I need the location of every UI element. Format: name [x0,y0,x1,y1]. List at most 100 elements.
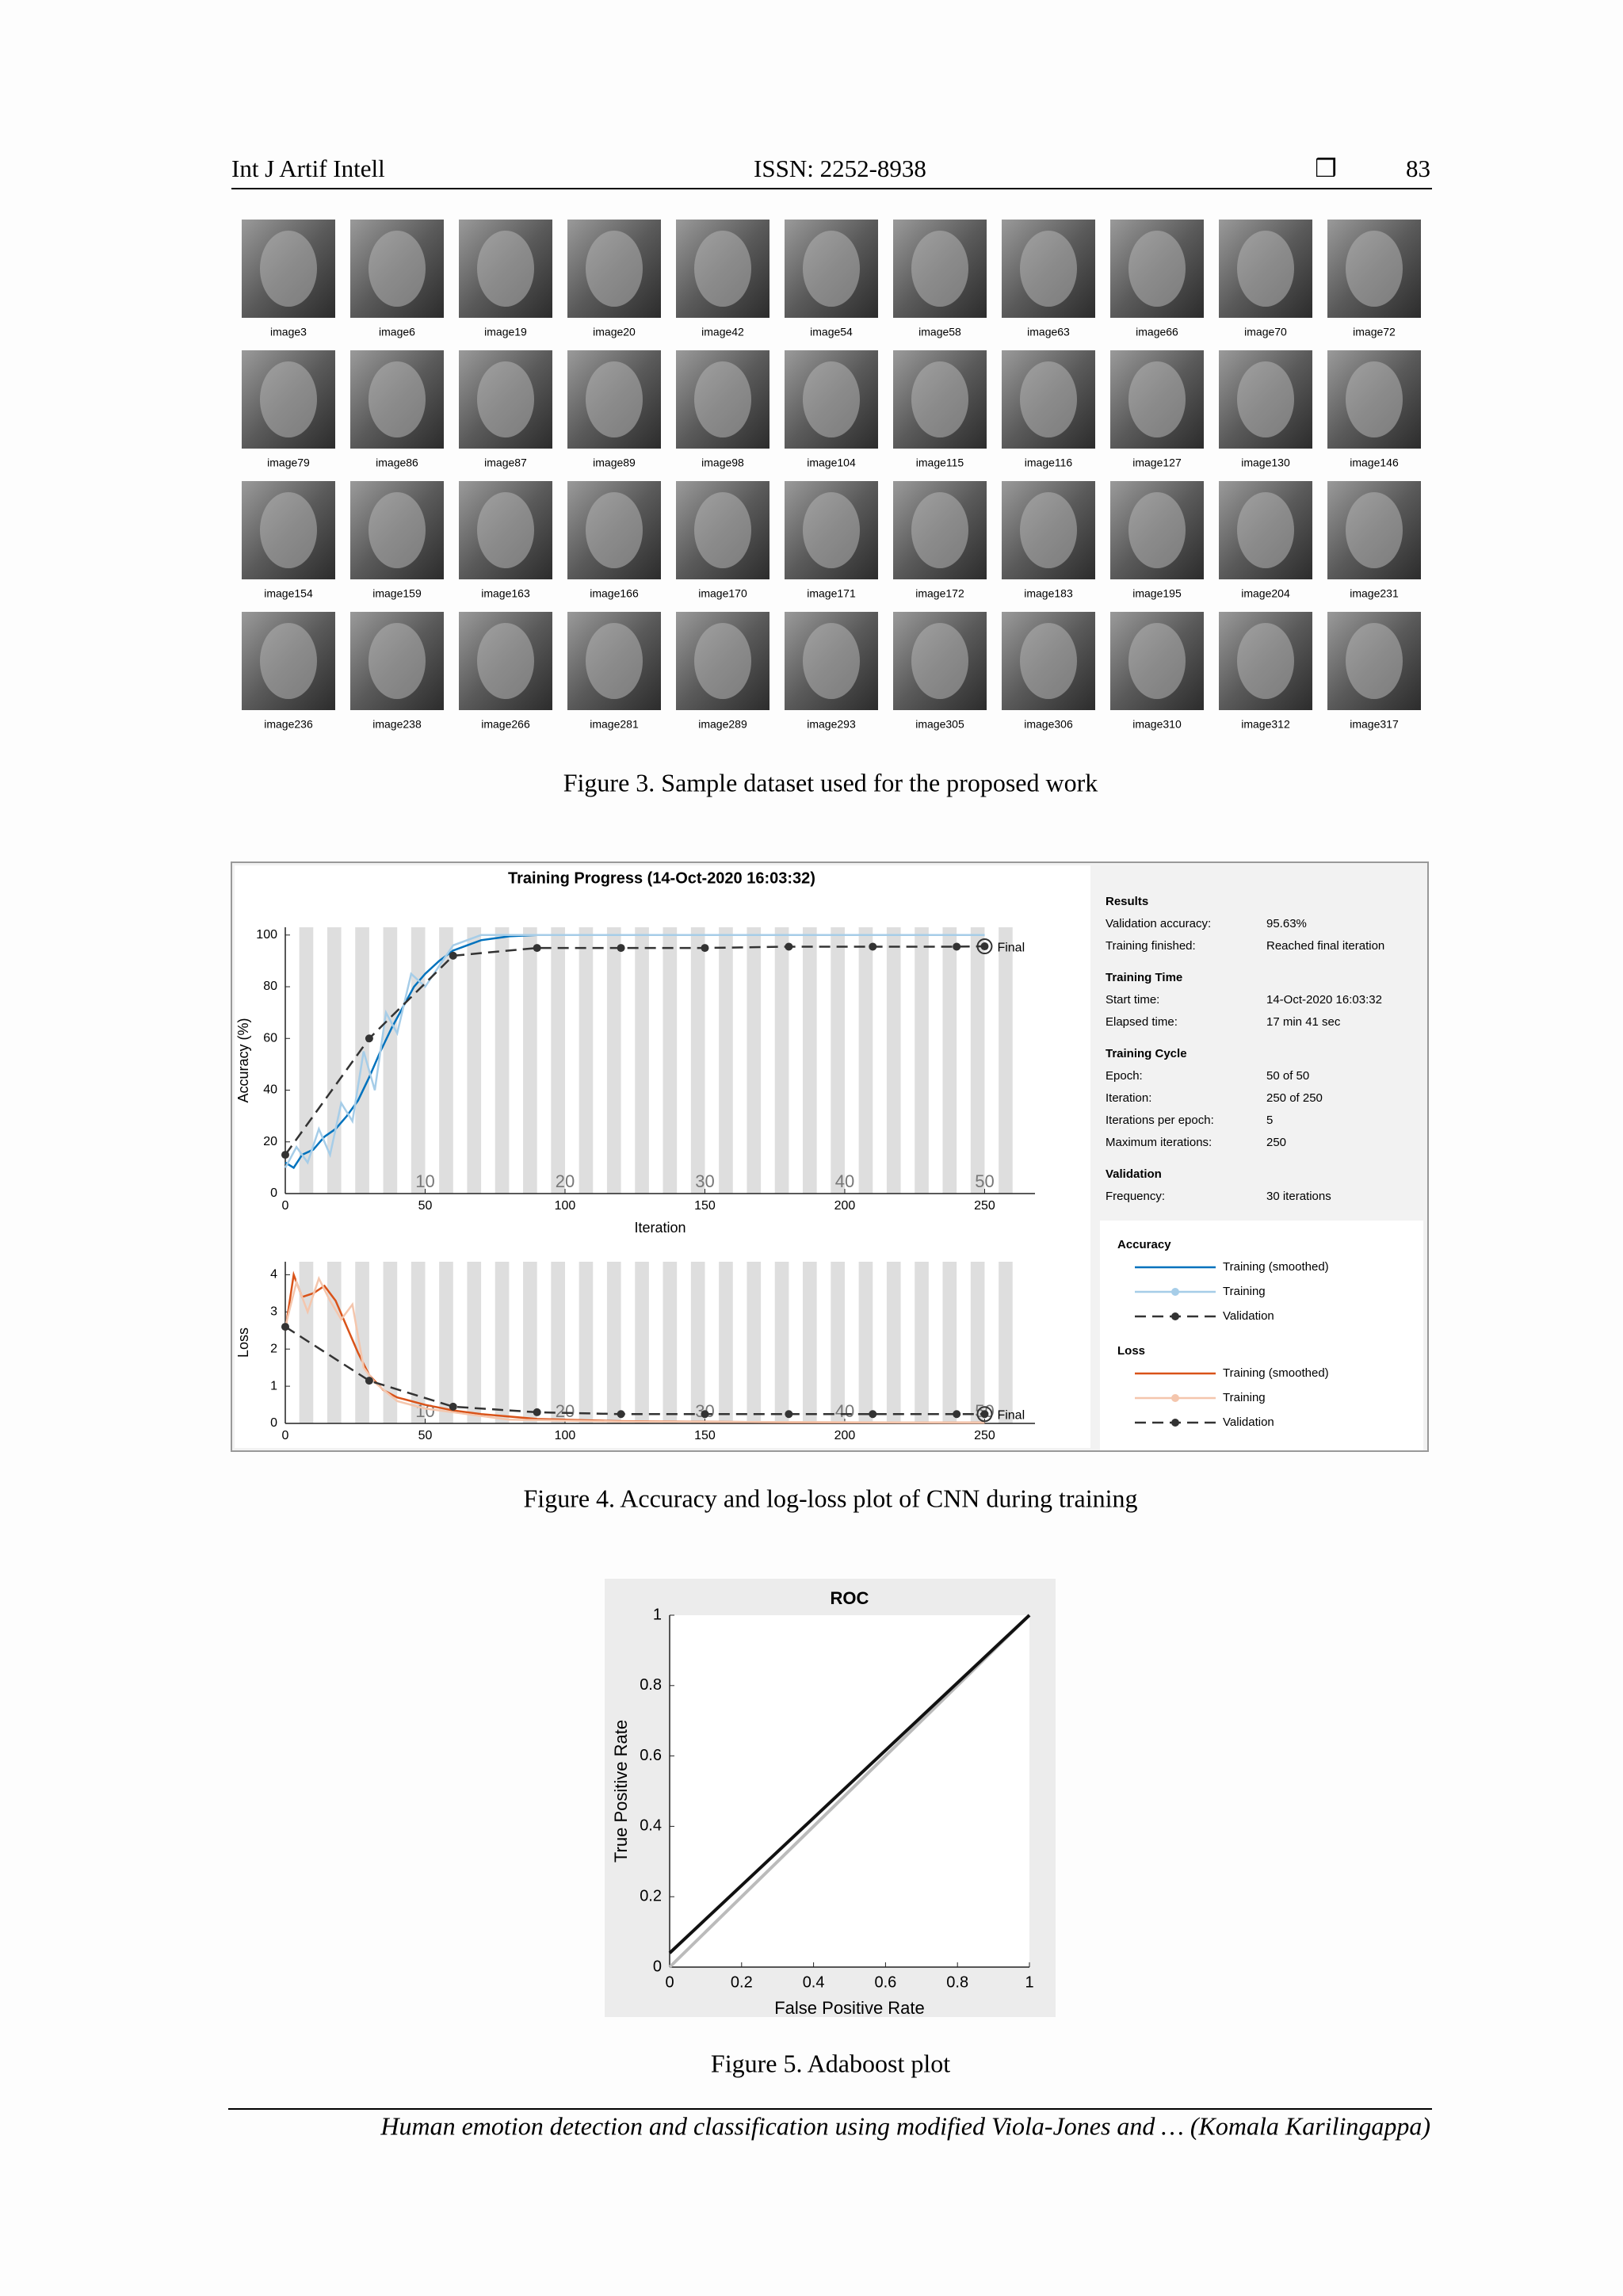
face-shape [1128,231,1186,307]
face-shape [694,361,751,437]
data-point [617,944,625,953]
legend-heading: Accuracy [1117,1238,1171,1251]
image-label: image204 [1241,587,1290,600]
image-label: image20 [593,326,636,338]
x-tick-label: 50 [418,1199,433,1213]
face-shape [1237,492,1294,568]
panel-value: 5 [1266,1114,1273,1127]
epoch-band [858,927,873,1194]
epoch-band [495,927,510,1194]
y-axis-label: True Positive Rate [611,1720,631,1862]
panel-label: Iterations per epoch: [1106,1114,1214,1127]
panel-heading: Training Cycle [1106,1047,1187,1060]
legend-label: Validation [1223,1309,1274,1323]
epoch-band [551,1262,565,1423]
image-label: image6 [379,326,415,338]
x-axis-label: Iteration [634,1220,685,1236]
image-label: image195 [1132,587,1182,600]
x-tick-label: 0.4 [803,1973,825,1991]
image-label: image87 [484,457,527,469]
face-shape [586,492,643,568]
y-tick-label: 2 [270,1342,277,1355]
figure-4: 10 20 30 40 500 50 100 150 200 250020406080100Ite… [235,927,1035,1442]
y-tick-label: 1 [270,1379,277,1392]
image-label: image312 [1241,718,1290,731]
y-tick-label: 0 [270,1416,277,1430]
face-shape [1237,231,1294,307]
face-shape [911,623,968,699]
face-shape [586,361,643,437]
epoch-band [299,1262,314,1423]
image-label: image163 [481,587,530,600]
panel-heading: Training Time [1106,971,1182,984]
epoch-band [355,1262,369,1423]
image-label: image115 [916,457,964,469]
symbol: ❒ [1315,155,1337,182]
epoch-band [606,1262,621,1423]
face-shape [911,231,968,307]
x-tick-label: 150 [694,1199,716,1213]
legend-marker [1171,1394,1179,1402]
face-shape [369,623,426,699]
epoch-band [858,1262,873,1423]
face-shape [260,231,317,307]
x-axis-label: False Positive Rate [774,1998,925,2018]
epoch-band [690,927,705,1194]
data-point [533,1408,541,1416]
data-point [869,942,877,951]
face-shape [477,623,534,699]
face-shape [1237,361,1294,437]
data-point [449,1402,457,1411]
face-shape [1128,361,1186,437]
data-point [980,1410,989,1419]
image-label: image79 [267,457,310,469]
panel-value: 30 iterations [1266,1190,1331,1203]
face-shape [1128,623,1186,699]
y-tick-label: 0.8 [640,1676,662,1694]
image-label: image172 [915,587,964,600]
final-marker [976,938,993,955]
chart-title: Training Progress (14-Oct-2020 16:03:32) [508,869,815,887]
x-tick-label: 100 [555,1429,576,1442]
panel-label: Training finished: [1106,939,1196,953]
image-label: image154 [264,587,313,600]
y-tick-label: 4 [270,1268,277,1282]
epoch-band [915,927,929,1194]
epoch-band [719,927,733,1194]
epoch-band [803,1262,817,1423]
epoch-band [579,927,594,1194]
legend: Accuracy Training (smoothed) Training Valid… [1117,1238,1329,1429]
epoch-band [523,1262,537,1423]
epoch-band [439,1262,453,1423]
x-tick-label: 50 [418,1429,433,1442]
image-label: image130 [1241,457,1290,469]
panel-value: 250 [1266,1136,1286,1149]
epoch-band [467,1262,482,1423]
face-shape [694,623,751,699]
epoch-band [327,1262,342,1423]
epoch-band [774,1262,789,1423]
data-point [365,1377,373,1385]
epoch-band [606,927,621,1194]
image-label: image166 [590,587,639,600]
image-label: image42 [701,326,744,338]
x-tick-label: 0 [282,1429,289,1442]
x-tick-label: 200 [834,1199,856,1213]
data-point [980,942,989,951]
image-label: image171 [807,587,856,600]
face-shape [1346,623,1403,699]
face-shape [1346,361,1403,437]
data-point [869,1410,877,1419]
data-point [953,942,961,951]
panel-value: 14-Oct-2020 16:03:32 [1266,993,1382,1007]
series-line [284,945,985,1156]
epoch-band [690,1262,705,1423]
epoch-band [970,927,985,1194]
image-label: image183 [1024,587,1073,600]
panel-value: 17 min 41 sec [1266,1015,1341,1029]
panel-label: Epoch: [1106,1069,1143,1083]
epoch-band [747,1262,762,1423]
face-shape [477,361,534,437]
series-line [284,1275,985,1424]
epoch-band [886,1262,901,1423]
